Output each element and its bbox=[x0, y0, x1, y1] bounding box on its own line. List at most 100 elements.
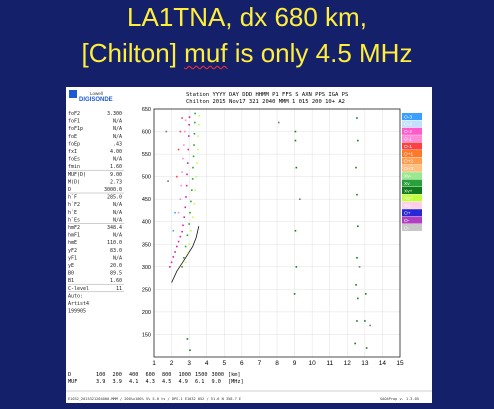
legend-label: O-2 bbox=[404, 122, 412, 128]
legend-label: O-1 bbox=[404, 137, 412, 143]
param-value: 2.73 bbox=[110, 179, 122, 185]
legend-label: O+2 bbox=[404, 159, 414, 165]
data-point bbox=[356, 117, 358, 119]
legend-swatch bbox=[402, 135, 422, 143]
param-key: h`F2 bbox=[68, 202, 80, 208]
muf-table-d-value: 600 bbox=[146, 372, 155, 378]
data-point bbox=[294, 139, 297, 142]
legend-swatch bbox=[402, 194, 422, 202]
legend-label: O-3 bbox=[404, 114, 412, 120]
muf-table-muf-value: 3.9 bbox=[113, 379, 122, 385]
param-key: h`F bbox=[68, 195, 77, 201]
param-key: h`E bbox=[68, 210, 77, 216]
legend-label: Xv bbox=[404, 181, 410, 187]
x-tick-label: 15 bbox=[396, 360, 404, 367]
legend-label: O+ bbox=[404, 211, 411, 217]
x-tick-label: 11 bbox=[326, 360, 333, 367]
x-tick-label: 14 bbox=[379, 360, 387, 367]
legend-label: O-2 bbox=[404, 129, 412, 135]
data-point bbox=[192, 166, 194, 169]
x-tick-label: 4 bbox=[205, 360, 209, 367]
param-value: N/A bbox=[113, 126, 122, 132]
param-key: foEs bbox=[68, 157, 80, 163]
logo-brand-text: DIGISONDE bbox=[79, 97, 113, 103]
y-tick-label: 550 bbox=[142, 152, 151, 158]
x-tick-label: 5 bbox=[222, 360, 226, 367]
legend-swatch bbox=[402, 113, 422, 120]
param-key: yF1 bbox=[68, 255, 77, 261]
data-point bbox=[179, 130, 182, 133]
legend-label: Xv+ bbox=[404, 188, 413, 194]
legend-swatch bbox=[402, 209, 422, 217]
param-value: 20.0 bbox=[110, 263, 122, 269]
muf-table-muf-value: 4.9 bbox=[179, 379, 188, 385]
muf-table-d-value: 800 bbox=[162, 372, 171, 378]
logo-square bbox=[69, 90, 77, 98]
data-point bbox=[174, 211, 176, 214]
footer-version: SAO4Prop v. 1.3.05 bbox=[380, 397, 419, 401]
y-tick-label: 600 bbox=[142, 130, 151, 136]
data-point bbox=[197, 148, 199, 151]
y-tick-label: 500 bbox=[142, 175, 151, 181]
data-point bbox=[198, 114, 201, 117]
data-point bbox=[181, 171, 183, 173]
param-value: N/A bbox=[113, 202, 122, 208]
data-point bbox=[184, 261, 187, 264]
header-line2: Chilton 2015 Nov17 321 2040 MMM 1 015 20… bbox=[186, 99, 345, 105]
x-tick-label: 1 bbox=[152, 360, 156, 367]
data-point bbox=[357, 225, 359, 228]
x-tick-label: 2 bbox=[170, 360, 174, 367]
data-point bbox=[196, 162, 198, 164]
muf-table-d-value: 200 bbox=[113, 372, 122, 378]
param-key: fmin bbox=[68, 164, 80, 170]
param-key: C-level bbox=[68, 286, 89, 292]
muf-table-muf-unit: [MHz] bbox=[228, 379, 244, 385]
data-point bbox=[193, 121, 196, 124]
param-value: 348.4 bbox=[107, 225, 122, 231]
legend-swatch bbox=[402, 201, 422, 209]
param-value: N/A bbox=[113, 134, 122, 140]
data-point bbox=[293, 293, 296, 295]
data-point bbox=[355, 166, 357, 169]
title-muf-value: is only 4.5 MHz bbox=[227, 38, 413, 68]
data-point bbox=[190, 200, 192, 203]
param-value: 3000.0 bbox=[104, 187, 122, 193]
x-tick-label: 3 bbox=[187, 360, 191, 367]
param-value: N/A bbox=[113, 157, 122, 163]
data-point bbox=[294, 130, 297, 133]
data-point bbox=[295, 266, 298, 268]
data-point bbox=[165, 130, 168, 133]
data-point bbox=[184, 245, 187, 248]
data-point bbox=[177, 211, 180, 214]
muf-table-d-value: 1500 bbox=[195, 372, 208, 378]
param-key: 199905 bbox=[68, 309, 86, 315]
data-point bbox=[181, 266, 183, 268]
legend-swatch bbox=[402, 179, 422, 187]
y-tick-label: 450 bbox=[142, 197, 151, 203]
param-key: hmF1 bbox=[68, 233, 80, 239]
muf-table-d-unit: [km] bbox=[228, 372, 241, 378]
data-point bbox=[177, 148, 180, 151]
data-point bbox=[186, 234, 189, 237]
data-point bbox=[356, 257, 358, 259]
data-point bbox=[183, 257, 185, 259]
param-value: 83.0 bbox=[110, 248, 122, 254]
data-point bbox=[191, 178, 194, 180]
data-point bbox=[365, 347, 368, 349]
title-station: [Chilton] bbox=[81, 38, 185, 68]
data-point bbox=[170, 261, 173, 264]
muf-table-muf-value: 4.1 bbox=[129, 379, 138, 385]
param-key: M(D) bbox=[68, 179, 80, 185]
data-point bbox=[190, 229, 192, 232]
x-tick-label: 8 bbox=[275, 360, 279, 367]
legend-label: O+1 bbox=[404, 151, 414, 157]
y-tick-label: 300 bbox=[142, 265, 151, 271]
legend-swatch bbox=[402, 127, 422, 135]
param-key: yF2 bbox=[68, 248, 77, 254]
data-point bbox=[184, 206, 187, 209]
y-tick-label: 150 bbox=[142, 332, 151, 338]
x-tick-label: 13 bbox=[361, 360, 369, 367]
slide-title-line2: [Chilton] muf is only 4.5 MHz bbox=[0, 38, 494, 68]
data-point bbox=[194, 189, 197, 191]
x-tick-label: 9 bbox=[293, 360, 297, 367]
